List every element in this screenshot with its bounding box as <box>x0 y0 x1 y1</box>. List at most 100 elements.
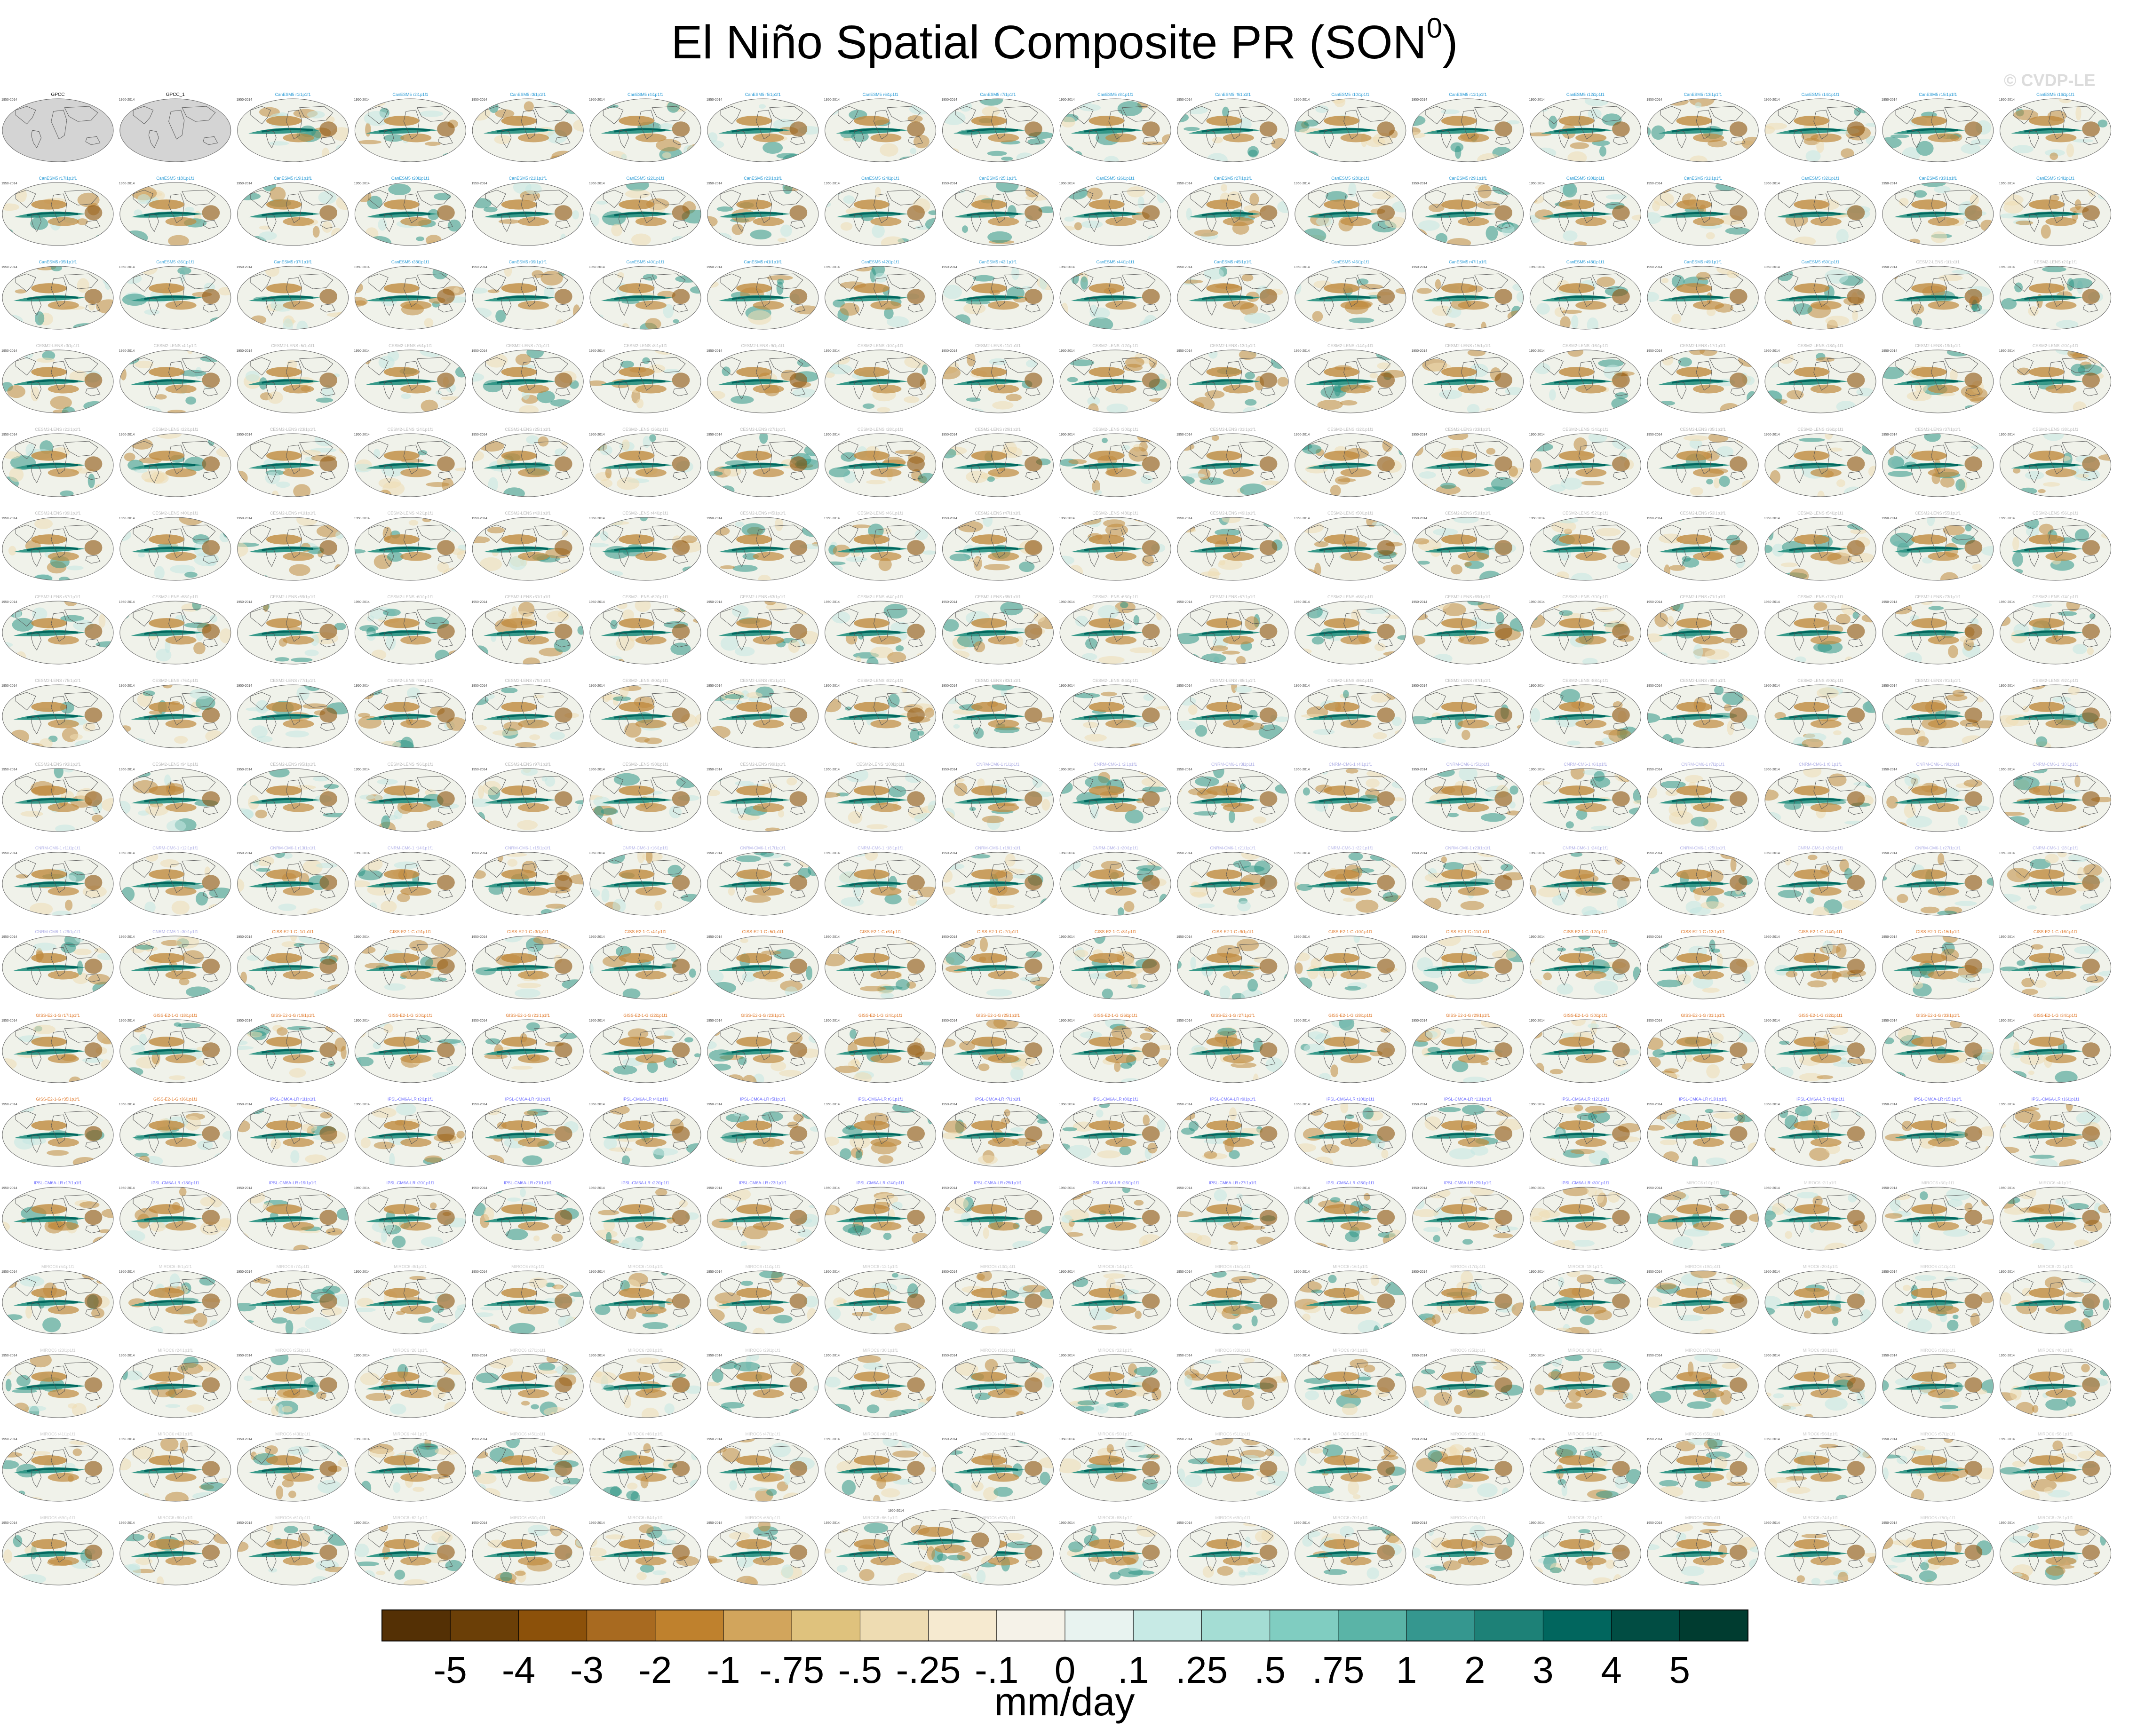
svg-text:1950-2014: 1950-2014 <box>1882 601 1898 604</box>
svg-text:CanESM5 r15i1p1f1: CanESM5 r15i1p1f1 <box>1919 92 1957 97</box>
map-panel: CanESM5 r33i1p1f1 1950-2014 <box>1882 176 1994 246</box>
svg-text:1950-2014: 1950-2014 <box>1 601 17 604</box>
svg-text:1950-2014: 1950-2014 <box>1059 768 1075 771</box>
svg-text:CanESM5 r26i1p1f1: CanESM5 r26i1p1f1 <box>1096 176 1135 181</box>
svg-text:CESM2-LENS r2i1p1f1: CESM2-LENS r2i1p1f1 <box>2034 260 2077 264</box>
svg-text:1950-2014: 1950-2014 <box>1764 852 1780 855</box>
svg-text:CESM2-LENS r25i1p1f1: CESM2-LENS r25i1p1f1 <box>505 427 551 432</box>
colorbar-swatch <box>1611 1610 1680 1641</box>
svg-text:1950-2014: 1950-2014 <box>707 768 723 771</box>
svg-text:CESM2-LENS r54i1p1f1: CESM2-LENS r54i1p1f1 <box>1797 511 1843 515</box>
colorbar: -5 -4 -3 -2 -1 -.75 -.5 -.25 -.1 0 .1 .25 .5 .75 1 2 3 4 5 <box>381 1609 1748 1691</box>
svg-text:CNRM-CM6-1 r23i1p1f1: CNRM-CM6-1 r23i1p1f1 <box>1445 846 1491 850</box>
svg-text:CNRM-CM6-1 r1i1p1f1: CNRM-CM6-1 r1i1p1f1 <box>976 762 1019 767</box>
svg-text:1950-2014: 1950-2014 <box>589 1019 605 1023</box>
map-panel: CESM2-LENS r93i1p1f1 1950-2014 <box>1 762 114 832</box>
svg-text:1950-2014: 1950-2014 <box>237 684 253 688</box>
map-panel: GISS-E2-1-G r7i1p1f1 1950-2014 <box>941 929 1054 999</box>
map-panel: CESM2-LENS r85i1p1f1 1950-2014 <box>1176 678 1289 748</box>
svg-text:1950-2014: 1950-2014 <box>1412 433 1428 436</box>
map-panel: CESM2-LENS r79i1p1f1 1950-2014 <box>471 678 584 748</box>
svg-text:CanESM5 r6i1p1f1: CanESM5 r6i1p1f1 <box>863 92 898 97</box>
map-panel: CESM2-LENS r33i1p1f1 1950-2014 <box>1412 427 1524 497</box>
svg-text:CanESM5 r3i1p1f1: CanESM5 r3i1p1f1 <box>510 92 546 97</box>
svg-text:CESM2-LENS r91i1p1f1: CESM2-LENS r91i1p1f1 <box>1915 678 1961 683</box>
map-panel: CanESM5 r47i1p1f1 1950-2014 <box>1412 260 1524 330</box>
svg-text:1950-2014: 1950-2014 <box>237 1019 253 1023</box>
map-panel: CanESM5 r37i1p1f1 1950-2014 <box>237 260 349 330</box>
map-panel: CanESM5 r2i1p1f1 1950-2014 <box>354 92 466 162</box>
svg-text:1950-2014: 1950-2014 <box>1764 182 1780 185</box>
svg-text:1950-2014: 1950-2014 <box>1294 935 1310 939</box>
svg-text:1950-2014: 1950-2014 <box>707 935 723 939</box>
svg-text:1950-2014: 1950-2014 <box>1059 601 1075 604</box>
map-panel: CanESM5 r26i1p1f1 1950-2014 <box>1059 176 1171 246</box>
svg-text:1950-2014: 1950-2014 <box>1529 182 1545 185</box>
svg-text:1950-2014: 1950-2014 <box>1529 517 1545 520</box>
map-panel: CanESM5 r39i1p1f1 1950-2014 <box>471 260 584 330</box>
svg-text:1950-2014: 1950-2014 <box>1176 349 1192 353</box>
svg-text:1950-2014: 1950-2014 <box>1646 935 1662 939</box>
svg-text:1950-2014: 1950-2014 <box>707 517 723 520</box>
svg-text:CESM2-LENS r32i1p1f1: CESM2-LENS r32i1p1f1 <box>1327 427 1374 432</box>
map-panel: GISS-E2-1-G r26i1p1f1 1950-2014 <box>1059 1013 1171 1083</box>
svg-text:GISS-E2-1-G r27i1p1f1: GISS-E2-1-G r27i1p1f1 <box>1211 1013 1255 1018</box>
svg-text:CESM2-LENS r29i1p1f1: CESM2-LENS r29i1p1f1 <box>975 427 1021 432</box>
svg-text:CESM2-LENS r46i1p1f1: CESM2-LENS r46i1p1f1 <box>858 511 904 515</box>
svg-text:CanESM5 r22i1p1f1: CanESM5 r22i1p1f1 <box>626 176 664 181</box>
map-panel: CNRM-CM6-1 r12i1p1f1 1950-2014 <box>119 846 231 916</box>
svg-text:1950-2014: 1950-2014 <box>1176 852 1192 855</box>
svg-text:1950-2014: 1950-2014 <box>824 601 840 604</box>
svg-text:1950-2014: 1950-2014 <box>1059 935 1075 939</box>
svg-text:1950-2014: 1950-2014 <box>707 433 723 436</box>
svg-text:1950-2014: 1950-2014 <box>1412 1019 1428 1023</box>
map-panel: GISS-E2-1-G r13i1p1f1 1950-2014 <box>1646 929 1759 999</box>
map-panel: CanESM5 r50i1p1f1 1950-2014 <box>1764 260 1876 330</box>
map-panel: CanESM5 r36i1p1f1 1950-2014 <box>119 260 231 330</box>
svg-text:1950-2014: 1950-2014 <box>1059 349 1075 353</box>
colorbar-swatch <box>860 1610 929 1641</box>
svg-text:1950-2014: 1950-2014 <box>1059 266 1075 269</box>
map-panel: CESM2-LENS r89i1p1f1 1950-2014 <box>1646 678 1759 748</box>
map-panel: GISS-E2-1-G r1i1p1f1 1950-2014 <box>237 929 349 999</box>
svg-text:CESM2-LENS r40i1p1f1: CESM2-LENS r40i1p1f1 <box>152 511 199 515</box>
map-panel: CESM2-LENS r74i1p1f1 1950-2014 <box>1999 595 2112 665</box>
svg-text:1950-2014: 1950-2014 <box>471 852 487 855</box>
svg-text:CESM2-LENS r62i1p1f1: CESM2-LENS r62i1p1f1 <box>622 595 668 599</box>
svg-text:1950-2014: 1950-2014 <box>471 266 487 269</box>
svg-text:CESM2-LENS r19i1p1f1: CESM2-LENS r19i1p1f1 <box>1915 343 1961 348</box>
svg-text:1950-2014: 1950-2014 <box>1882 684 1898 688</box>
svg-text:1950-2014: 1950-2014 <box>1999 684 2015 688</box>
svg-text:CESM2-LENS r1i1p1f1: CESM2-LENS r1i1p1f1 <box>1916 260 1960 264</box>
svg-text:CESM2-LENS r13i1p1f1: CESM2-LENS r13i1p1f1 <box>1210 343 1256 348</box>
svg-text:CanESM5 r33i1p1f1: CanESM5 r33i1p1f1 <box>1919 176 1957 181</box>
svg-text:1950-2014: 1950-2014 <box>354 349 370 353</box>
map-panel: CanESM5 r24i1p1f1 1950-2014 <box>824 176 937 246</box>
svg-text:GISS-E2-1-G r17i1p1f1: GISS-E2-1-G r17i1p1f1 <box>36 1013 80 1018</box>
map-panel: CESM2-LENS r76i1p1f1 1950-2014 <box>119 678 231 748</box>
svg-text:1950-2014: 1950-2014 <box>237 517 253 520</box>
map-panel: CESM2-LENS r84i1p1f1 1950-2014 <box>1059 678 1171 748</box>
map-panel: CESM2-LENS r5i1p1f1 1950-2014 <box>237 343 349 413</box>
svg-text:1950-2014: 1950-2014 <box>824 935 840 939</box>
svg-text:1950-2014: 1950-2014 <box>1 684 17 688</box>
svg-text:1950-2014: 1950-2014 <box>471 935 487 939</box>
map-panel: CNRM-CM6-1 r17i1p1f1 1950-2014 <box>707 846 819 916</box>
svg-text:1950-2014: 1950-2014 <box>119 601 135 604</box>
map-panel: CNRM-CM6-1 r25i1p1f1 1950-2014 <box>1646 846 1759 916</box>
